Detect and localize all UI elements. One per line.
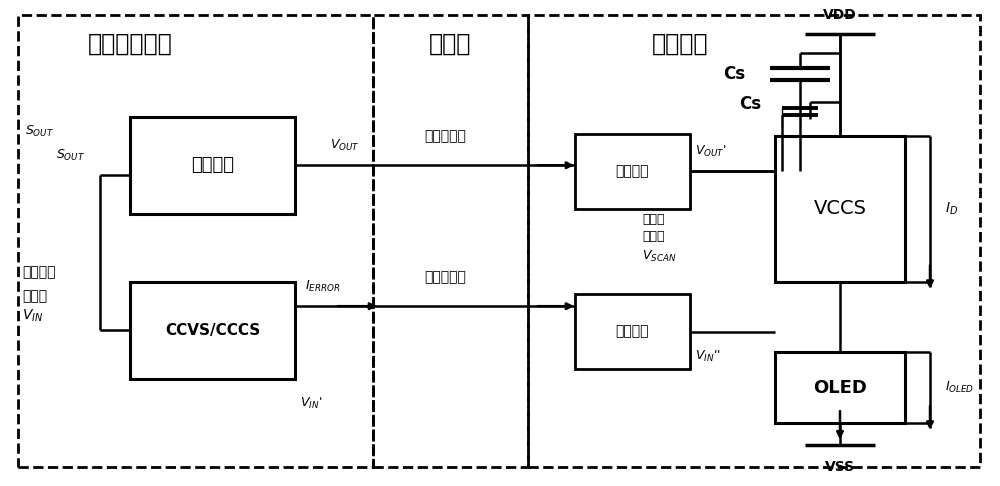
- Text: VSS: VSS: [825, 460, 855, 473]
- Text: 外围驱动电路: 外围驱动电路: [88, 32, 172, 56]
- Text: 像素电路: 像素电路: [652, 32, 708, 56]
- Text: 开关控: 开关控: [642, 213, 665, 226]
- Text: $V_{IN}$': $V_{IN}$': [300, 396, 322, 411]
- Text: 第二开关: 第二开关: [616, 325, 649, 339]
- Bar: [775, 352, 905, 423]
- Text: $S_{OUT}$: $S_{OUT}$: [25, 123, 54, 139]
- Text: $I_{ERROR}$: $I_{ERROR}$: [305, 279, 341, 295]
- Text: 第一开关: 第一开关: [616, 164, 649, 178]
- Bar: [18, 15, 373, 467]
- Bar: [130, 117, 295, 214]
- Text: OLED: OLED: [813, 379, 867, 397]
- Text: VCCS: VCCS: [814, 199, 867, 219]
- Bar: [528, 15, 980, 467]
- Text: $V_{IN}$: $V_{IN}$: [22, 308, 43, 324]
- Text: $V_{IN}$'': $V_{IN}$'': [695, 348, 721, 364]
- Text: 第一数据线: 第一数据线: [424, 129, 466, 143]
- Text: 函数模块: 函数模块: [191, 156, 234, 174]
- Text: VDD: VDD: [823, 8, 857, 21]
- Text: 第二数据线: 第二数据线: [424, 270, 466, 284]
- Bar: [373, 15, 528, 467]
- Text: CCVS/CCCS: CCVS/CCCS: [165, 323, 260, 338]
- Text: Cs: Cs: [739, 95, 761, 114]
- Text: 数据电压: 数据电压: [22, 265, 56, 279]
- Text: 输入端: 输入端: [22, 290, 47, 303]
- Bar: [575, 134, 690, 209]
- Text: $S_{OUT}$: $S_{OUT}$: [56, 148, 85, 163]
- Text: $V_{SCAN}$: $V_{SCAN}$: [642, 249, 677, 264]
- Text: $V_{OUT}$': $V_{OUT}$': [695, 144, 727, 159]
- Text: $V_{OUT}$: $V_{OUT}$: [330, 138, 360, 154]
- Bar: [775, 136, 905, 282]
- Bar: [575, 294, 690, 369]
- Text: $I_{OLED}$: $I_{OLED}$: [945, 380, 974, 395]
- Text: 数据线: 数据线: [429, 32, 471, 56]
- Bar: [130, 282, 295, 379]
- Text: Cs: Cs: [723, 65, 745, 83]
- Text: 制信号: 制信号: [642, 230, 665, 243]
- Text: $I_D$: $I_D$: [945, 201, 958, 217]
